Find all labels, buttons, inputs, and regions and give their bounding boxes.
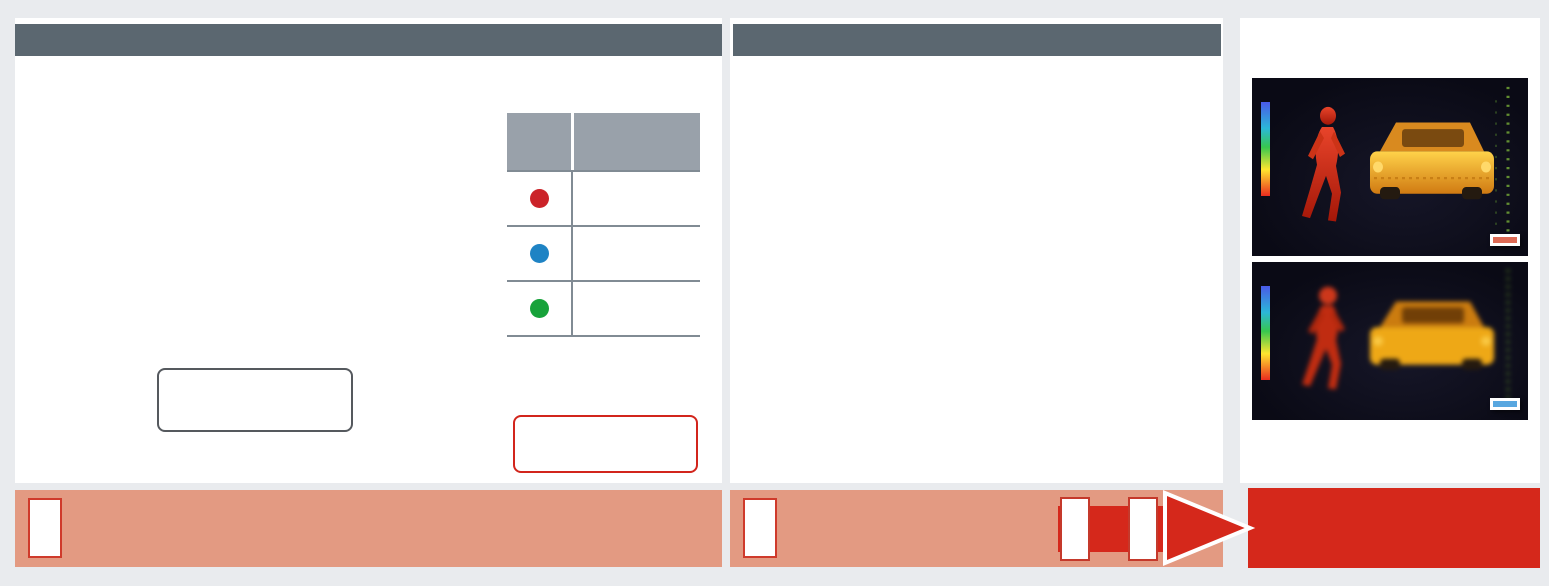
panel-emission-intensity	[730, 18, 1223, 483]
car-point-cloud	[1370, 301, 1494, 370]
plus-box-1	[1060, 497, 1090, 561]
pedestrian-point-cloud	[1302, 106, 1345, 222]
panel-laser-wavelength	[15, 18, 722, 483]
result-box	[1248, 488, 1540, 568]
badge-3-icon	[529, 298, 549, 318]
table-header-cell	[574, 113, 700, 170]
operating-range-callout	[157, 368, 353, 432]
benefit-1-number	[28, 498, 62, 558]
lidar-image-rohm	[1252, 78, 1528, 256]
clear-badge	[1490, 234, 1520, 246]
point-cloud-scene-blurry	[1302, 269, 1510, 411]
bandpass-filter-box	[513, 415, 698, 473]
table-row	[507, 172, 700, 227]
result-arrow-icon	[1163, 490, 1256, 566]
pole-points	[1495, 86, 1510, 245]
color-scale-icon	[1261, 286, 1270, 380]
badge-2-icon	[529, 243, 549, 263]
table-row	[507, 227, 700, 282]
unclear-badge	[1490, 398, 1520, 410]
pedestrian-point-cloud	[1302, 286, 1345, 390]
table-row	[507, 282, 700, 337]
car-point-cloud	[1370, 122, 1494, 200]
table-header-row	[507, 113, 700, 172]
wavelength-shift-table	[507, 113, 700, 337]
color-scale-icon	[1261, 102, 1270, 196]
plus-box-2	[1128, 497, 1158, 561]
benefit-2-number	[743, 498, 777, 558]
lidar-image-conventional	[1252, 262, 1528, 420]
panel-left-header	[15, 24, 722, 56]
point-cloud-scene-clear	[1302, 86, 1510, 245]
panel-middle-header	[733, 24, 1221, 56]
benefit-bar-1	[15, 490, 722, 567]
badge-1-icon	[529, 188, 549, 208]
intensity-chart	[736, 88, 1223, 482]
